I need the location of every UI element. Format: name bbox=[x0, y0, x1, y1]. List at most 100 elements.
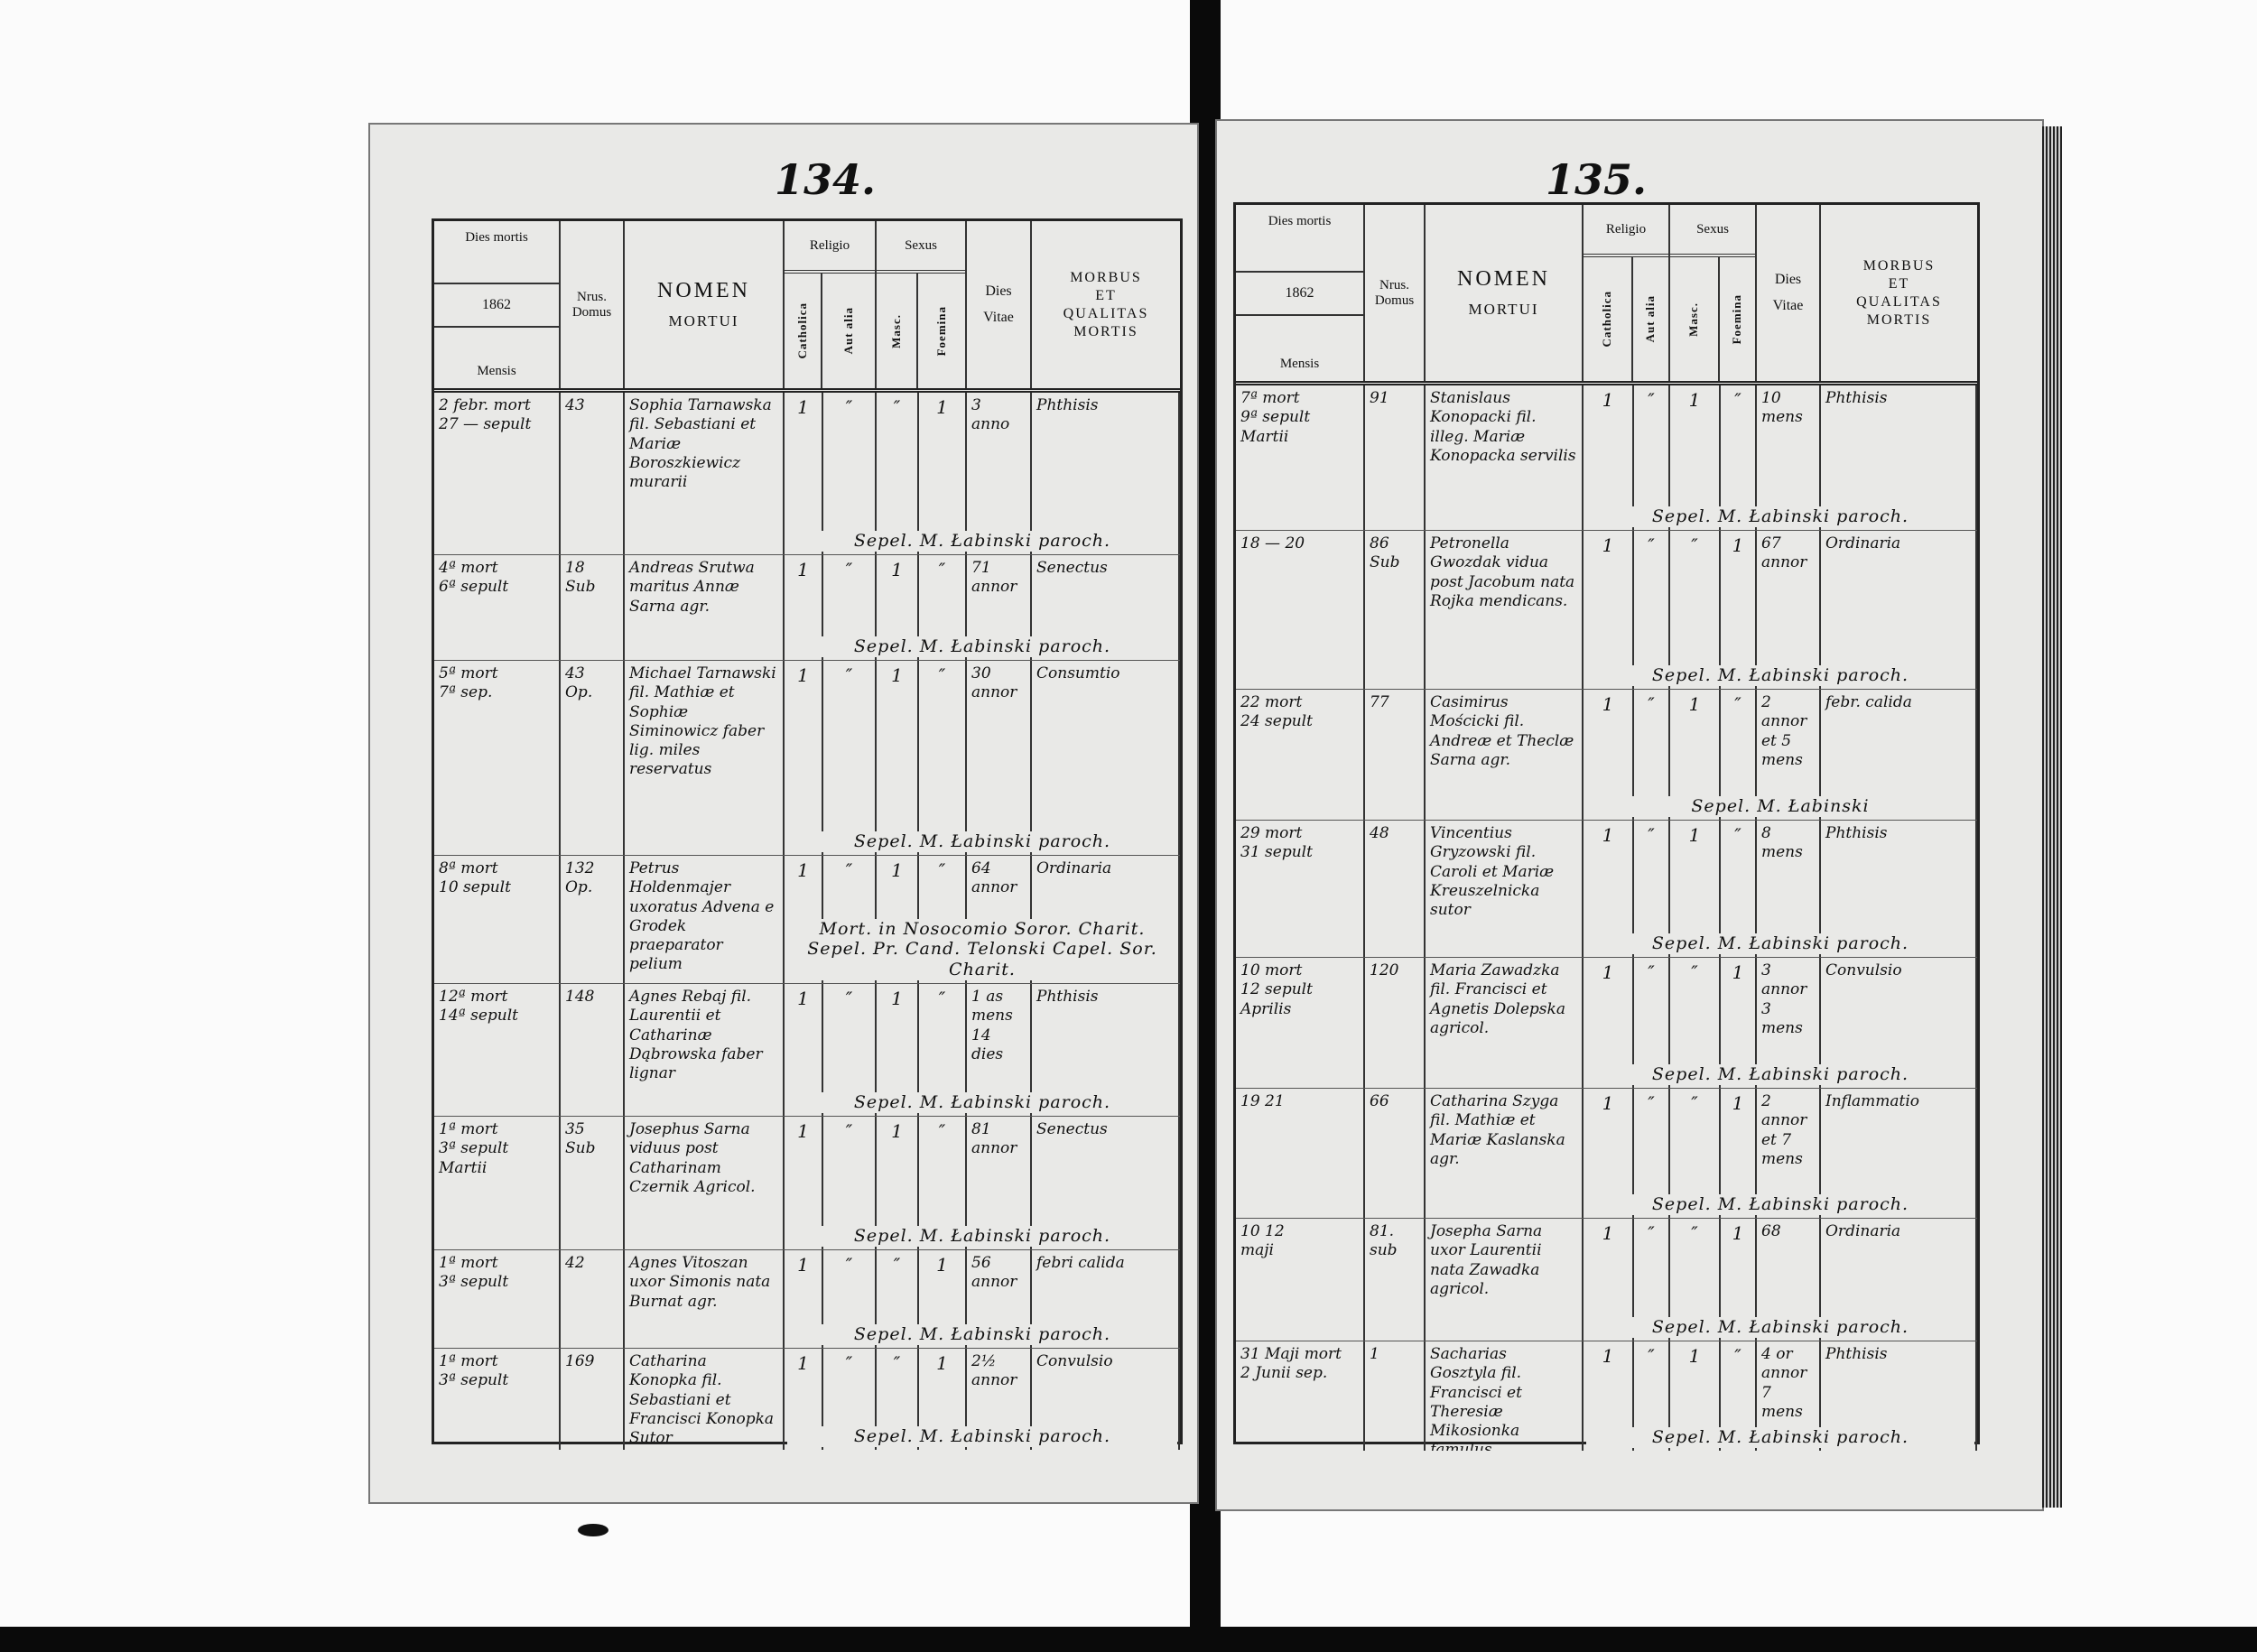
cell-morbus: Ordinaria bbox=[1032, 856, 1180, 983]
cell-vitae: 8 mens bbox=[1757, 821, 1821, 957]
cell-dies: 5ª mort 7ª sep. bbox=[434, 661, 561, 855]
register-entry-row: 12ª mort 14ª sepult 148 Agnes Rebaj fil. L… bbox=[434, 984, 1180, 1117]
cell-foemina: ″ bbox=[1721, 1341, 1757, 1451]
cell-morbus: Senectus bbox=[1032, 555, 1180, 660]
header-catholica-label: Catholica bbox=[1600, 291, 1614, 348]
header-masc-label: Masc. bbox=[1686, 302, 1701, 337]
cell-morbus: Inflammatio bbox=[1821, 1089, 1977, 1218]
header-dies-mortis: Dies mortis 1862 Mensis bbox=[434, 221, 561, 388]
cell-dies: 22 mort 24 sepult bbox=[1236, 690, 1365, 820]
cell-morbus: Convulsio bbox=[1032, 1349, 1180, 1450]
cell-aut-alia: ″ bbox=[823, 1117, 877, 1249]
cell-nomen: Agnes Vitoszan uxor Simonis nata Burnat … bbox=[625, 1250, 785, 1348]
cell-domus: 169 bbox=[561, 1349, 625, 1450]
register-entry-row: 1ª mort 3ª sepult 169 Catharina Konopka fi… bbox=[434, 1349, 1180, 1450]
header-sexus-subcolumns: Masc. Foemina bbox=[877, 274, 965, 388]
header-masc-column: Masc. bbox=[877, 274, 919, 388]
cell-morbus: Ordinaria bbox=[1821, 531, 1977, 689]
header-aut_alia-label: Aut alia bbox=[1643, 295, 1658, 343]
death-register-table-right: Dies mortis 1862 Mensis Nrus. Domus NOMEN MORT… bbox=[1233, 202, 1980, 1451]
register-entry-row: 22 mort 24 sepult 77 Casimirus Mościcki fi… bbox=[1236, 690, 1977, 821]
cell-dies: 10 mort 12 sepult Aprilis bbox=[1236, 958, 1365, 1088]
cell-masc: ″ bbox=[1670, 958, 1721, 1088]
cell-masc: 1 bbox=[877, 661, 919, 855]
cell-dies: 19 21 bbox=[1236, 1089, 1365, 1218]
cell-aut-alia: ″ bbox=[823, 555, 877, 660]
cell-dies: 31 Maji mort 2 Junii sep. bbox=[1236, 1341, 1365, 1451]
header-mortui-label: MORTUI bbox=[668, 312, 739, 329]
cell-foemina: ″ bbox=[919, 661, 967, 855]
burial-note: Sepel. M. Łabinski paroch. bbox=[787, 531, 1177, 552]
header-nomen-label: NOMEN bbox=[1457, 267, 1550, 291]
header-nrus-label: Nrus. bbox=[577, 289, 607, 304]
cell-nomen: Sacharias Gosztyla fil. Francisci et The… bbox=[1426, 1341, 1584, 1451]
cell-vitae: 56 annor bbox=[967, 1250, 1032, 1348]
register-entry-row: 5ª mort 7ª sep. 43 Op. Michael Tarnawski f… bbox=[434, 661, 1180, 856]
cell-dies: 1ª mort 3ª sepult bbox=[434, 1250, 561, 1348]
cell-vitae: 3 anno bbox=[967, 393, 1032, 554]
cell-vitae: 67 annor bbox=[1757, 531, 1821, 689]
cell-nomen: Stanislaus Konopacki fil. illeg. Mariæ K… bbox=[1426, 385, 1584, 530]
cell-catholica: 1 bbox=[1584, 821, 1634, 957]
cell-masc: 1 bbox=[1670, 690, 1721, 820]
header-group-religio: Religio Catholica Aut alia bbox=[1584, 205, 1670, 381]
register-entry-row: 29 mort 31 sepult 48 Vincentius Gryzowski … bbox=[1236, 821, 1977, 958]
cell-dies: 10 12 maji bbox=[1236, 1219, 1365, 1341]
cell-vitae: 2½ annor bbox=[967, 1349, 1032, 1450]
cell-masc: 1 bbox=[877, 984, 919, 1116]
cell-foemina: 1 bbox=[1721, 1219, 1757, 1341]
cell-aut-alia: ″ bbox=[1634, 821, 1670, 957]
cell-morbus: Phthisis bbox=[1821, 821, 1977, 957]
cell-catholica: 1 bbox=[1584, 1219, 1634, 1341]
cell-aut-alia: ″ bbox=[823, 1250, 877, 1348]
cell-catholica: 1 bbox=[1584, 531, 1634, 689]
cell-domus: 1 bbox=[1365, 1341, 1426, 1451]
cell-nomen: Petrus Holdenmajer uxoratus Advena e Gro… bbox=[625, 856, 785, 983]
cell-domus: 43 bbox=[561, 393, 625, 554]
cell-dies: 18 — 20 bbox=[1236, 531, 1365, 689]
cell-domus: 18 Sub bbox=[561, 555, 625, 660]
header-nomen-mortui: NOMEN MORTUI bbox=[625, 221, 785, 388]
cell-dies: 1ª mort 3ª sepult Martii bbox=[434, 1117, 561, 1249]
scan-bottom-border bbox=[0, 1627, 2257, 1652]
cell-vitae: 68 bbox=[1757, 1219, 1821, 1341]
cell-dies: 8ª mort 10 sepult bbox=[434, 856, 561, 983]
header-nrus-domus: Nrus. Domus bbox=[561, 221, 625, 388]
header-year: 1862 bbox=[434, 282, 559, 328]
cell-aut-alia: ″ bbox=[823, 984, 877, 1116]
header-catholica-column: Catholica bbox=[785, 274, 823, 388]
burial-note: Sepel. M. Łabinski paroch. bbox=[787, 1226, 1177, 1247]
cell-domus: 132 Op. bbox=[561, 856, 625, 983]
cell-domus: 81. sub bbox=[1365, 1219, 1426, 1341]
cell-masc: ″ bbox=[877, 1250, 919, 1348]
burial-note: Sepel. M. Łabinski paroch. bbox=[1586, 1427, 1974, 1448]
burial-note: Sepel. M. Łabinski paroch. bbox=[1586, 665, 1974, 686]
cell-foemina: 1 bbox=[919, 1349, 967, 1450]
cell-vitae: 2 annor et 7 mens bbox=[1757, 1089, 1821, 1218]
cell-vitae: 30 annor bbox=[967, 661, 1032, 855]
header-religio-subcolumns: Catholica Aut alia bbox=[785, 274, 875, 388]
header-foemina-label: Foemina bbox=[1730, 293, 1744, 345]
burial-note: Sepel. M. Łabinski paroch. bbox=[1586, 1194, 1974, 1215]
header-domus-label: Domus bbox=[571, 304, 612, 320]
cell-foemina: 1 bbox=[1721, 1089, 1757, 1218]
header-foemina-label: Foemina bbox=[934, 305, 949, 357]
cell-foemina: ″ bbox=[919, 1117, 967, 1249]
cell-foemina: ″ bbox=[1721, 821, 1757, 957]
burial-note: Sepel. M. Łabinski paroch. bbox=[1586, 1064, 1974, 1085]
cell-aut-alia: ″ bbox=[1634, 1089, 1670, 1218]
cell-domus: 35 Sub bbox=[561, 1117, 625, 1249]
cell-masc: 1 bbox=[877, 1117, 919, 1249]
cell-vitae: 2 annor et 5 mens bbox=[1757, 690, 1821, 820]
cell-catholica: 1 bbox=[785, 393, 823, 554]
register-entry-row: 7ª mort 9ª sepult Martii 91 Stanislaus Kon… bbox=[1236, 385, 1977, 531]
cell-morbus: Consumtio bbox=[1032, 661, 1180, 855]
register-entry-row: 8ª mort 10 sepult 132 Op. Petrus Holdenmaj… bbox=[434, 856, 1180, 984]
cell-vitae: 3 annor 3 mens bbox=[1757, 958, 1821, 1088]
cell-nomen: Maria Zawadzka fil. Francisci et Agnetis… bbox=[1426, 958, 1584, 1088]
cell-domus: 148 bbox=[561, 984, 625, 1116]
header-dies-vitae-label: Dies Vitae bbox=[983, 283, 1014, 325]
cell-catholica: 1 bbox=[785, 1250, 823, 1348]
header-mensis-label: Mensis bbox=[1279, 357, 1320, 371]
table-header: Dies mortis 1862 Mensis Nrus. Domus NOMEN MORT… bbox=[1236, 205, 1977, 385]
